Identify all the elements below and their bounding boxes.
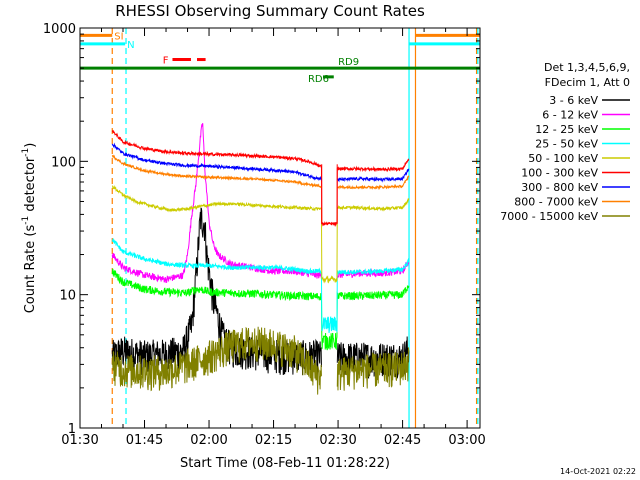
y-tick-label: 10 [59,289,76,304]
marker-label-f: F [163,56,169,67]
x-tick-label: 01:30 [61,433,98,448]
marker-label-rd6: RD6 [308,74,329,85]
axes: 1 10 100 1000 01:30 01:45 02:00 02:15 02:30 02:45… [43,22,486,448]
legend-header-2: FDecim 1, Att 0 [545,76,630,89]
x-tick-label: 02:00 [190,433,227,448]
legend-label: 3 - 6 keV [549,94,598,107]
marker-label-rd9: RD9 [338,57,359,68]
plot-frame [79,27,481,429]
y-tick-label: 100 [51,155,76,170]
legend-label: 50 - 100 keV [528,152,598,165]
legend-label: 6 - 12 keV [542,109,598,122]
y-tick-label: 1000 [43,22,76,37]
legend-label: 300 - 800 keV [521,181,598,194]
footer-timestamp: 14-Oct-2021 02:22 [560,467,636,476]
x-tick-label: 01:45 [126,433,163,448]
x-tick-label: 02:30 [319,433,356,448]
legend: Det 1,3,4,5,6,9, FDecim 1, Att 0 3 - 6 k… [500,61,630,223]
marker-label-si: SI [114,31,123,42]
legend-label: 12 - 25 keV [535,123,598,136]
x-axis-label: Start Time (08-Feb-11 01:28:22) [180,456,390,471]
series-line [111,129,410,227]
series-line [111,326,410,395]
y-axis-label: Count Rate (s-1 detector-1) [21,143,38,314]
x-tick-label: 02:45 [384,433,421,448]
series-line [111,142,410,183]
series-line [111,154,410,191]
legend-label: 7000 - 15000 keV [500,210,598,223]
x-tick-label: 03:00 [448,433,485,448]
plot-area: SI N F RD9 RD6 [80,28,480,428]
legend-label: 25 - 50 keV [535,138,598,151]
y-tick-label: 1 [68,422,76,437]
series-line [111,268,410,351]
legend-header-1: Det 1,3,4,5,6,9, [544,61,630,74]
legend-label: 800 - 7000 keV [514,196,598,209]
series-line [111,123,410,283]
series-line [112,184,410,284]
series-line [111,238,410,334]
legend-label: 100 - 300 keV [521,167,598,180]
marker-label-n: N [127,40,134,51]
x-tick-label: 02:15 [255,433,292,448]
chart-title: RHESSI Observing Summary Count Rates [115,2,425,20]
